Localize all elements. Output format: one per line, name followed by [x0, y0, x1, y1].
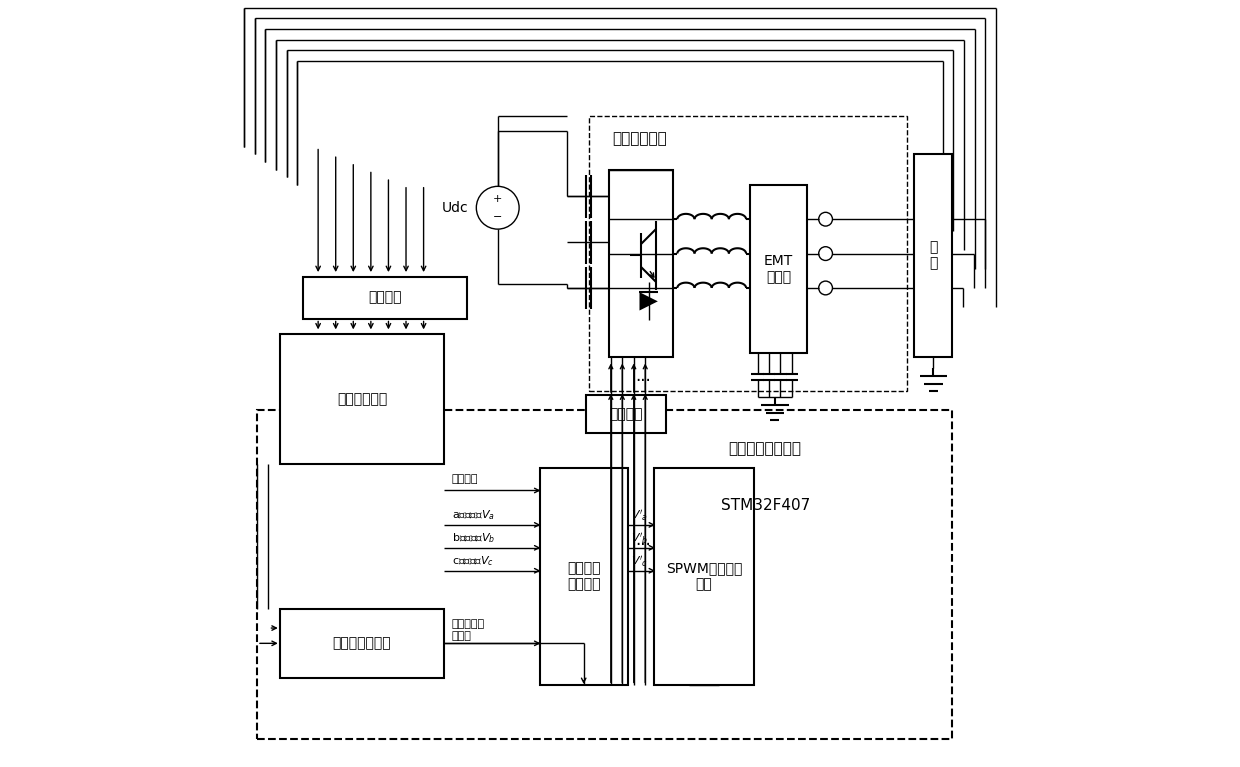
Text: +: + [494, 193, 502, 203]
Text: ...: ... [635, 532, 651, 549]
Text: −: − [494, 212, 502, 222]
Text: 中点电压
控制单元: 中点电压 控制单元 [567, 561, 600, 591]
Bar [585, 395, 666, 433]
Text: b相调制波$V_b$: b相调制波$V_b$ [451, 531, 495, 545]
Text: $V'_b$: $V'_b$ [631, 532, 649, 546]
Text: $V'_a$: $V'_a$ [631, 509, 649, 523]
Text: c相调制波$V_c$: c相调制波$V_c$ [451, 554, 494, 568]
Text: a相调制波$V_a$: a相调制波$V_a$ [451, 508, 495, 522]
Text: 负
载: 负 载 [929, 240, 937, 271]
Bar [303, 277, 467, 318]
Text: 采样单元: 采样单元 [368, 291, 402, 304]
Bar [539, 468, 627, 686]
Text: 闭环控制单元: 闭环控制单元 [337, 392, 387, 406]
Text: EMT
滤波器: EMT 滤波器 [764, 254, 794, 284]
Text: 中点电压: 中点电压 [451, 474, 479, 484]
Text: SPWM脉宽调制
单元: SPWM脉宽调制 单元 [666, 561, 743, 591]
Text: 驱动电路: 驱动电路 [609, 407, 642, 421]
Text: 相角差: 相角差 [451, 630, 471, 640]
Polygon shape [640, 292, 658, 311]
Text: 数字处理控制模块: 数字处理控制模块 [729, 441, 802, 456]
Text: Udc: Udc [441, 201, 469, 215]
Text: 数字锁相环单元: 数字锁相环单元 [332, 637, 392, 650]
Text: 多电平逆变器: 多电平逆变器 [613, 131, 667, 146]
Bar [589, 116, 906, 391]
Text: 相电压电流: 相电压电流 [451, 619, 485, 629]
Bar [914, 154, 952, 357]
Bar [257, 410, 952, 739]
Text: STM32F407: STM32F407 [720, 499, 810, 513]
Bar [750, 185, 807, 353]
Text: $V'_c$: $V'_c$ [631, 555, 649, 569]
Text: ...: ... [635, 367, 651, 385]
Bar [280, 609, 444, 678]
Bar [655, 468, 754, 686]
Bar [280, 334, 444, 464]
Bar [609, 170, 673, 357]
